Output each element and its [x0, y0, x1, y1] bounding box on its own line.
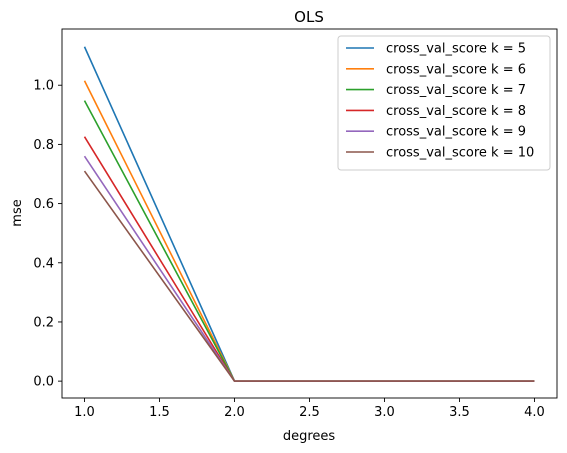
x-tick-label: 4.0: [524, 405, 545, 420]
x-tick-label: 1.5: [149, 405, 170, 420]
legend-items: cross_val_score k = 5 cross_val_score k =…: [346, 42, 534, 161]
legend-label: cross_val_score k = 9: [386, 125, 526, 140]
y-tick-label: 0.2: [33, 315, 54, 330]
y-tick-label: 0.0: [33, 375, 54, 390]
legend-label: cross_val_score k = 7: [386, 83, 526, 98]
series-line-6: [83, 170, 535, 382]
y-tick-label: 1.0: [33, 79, 54, 94]
y-axis-label: mse: [10, 199, 25, 226]
y-tick-label: 0.6: [33, 197, 54, 212]
legend: cross_val_score k = 5 cross_val_score k =…: [337, 35, 551, 171]
legend-label: cross_val_score k = 8: [386, 104, 526, 119]
x-tick-label: 2.5: [299, 405, 320, 420]
x-axis-ticks: 1.0 1.5 2.0 2.5 3.0 3.5 4.0: [74, 398, 545, 420]
x-tick-label: 3.5: [449, 405, 470, 420]
x-axis-label: degrees: [283, 429, 336, 444]
chart-title: OLS: [294, 8, 324, 26]
legend-box: [337, 35, 551, 171]
y-axis-ticks: 0.0 0.2 0.4 0.6 0.8 1.0: [33, 79, 62, 390]
legend-label: cross_val_score k = 6: [386, 62, 526, 77]
y-tick-label: 0.8: [33, 138, 54, 153]
y-tick-label: 0.4: [33, 256, 54, 271]
x-tick-label: 2.0: [224, 405, 245, 420]
legend-label: cross_val_score k = 5: [386, 42, 526, 57]
plot-series: [83, 46, 535, 382]
x-tick-label: 1.0: [74, 405, 95, 420]
x-tick-label: 3.0: [374, 405, 395, 420]
legend-label: cross_val_score k = 10: [386, 146, 534, 161]
